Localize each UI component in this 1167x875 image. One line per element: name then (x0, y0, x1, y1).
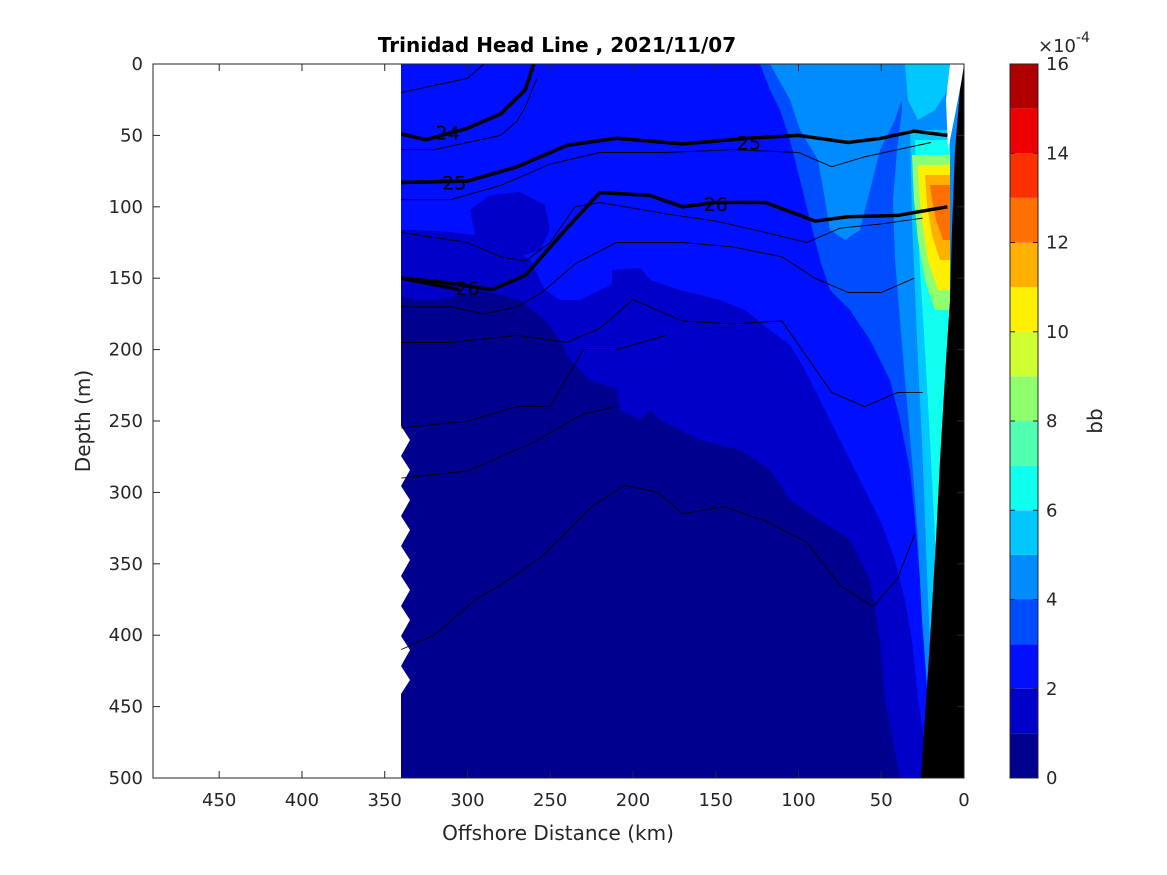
colorbar-tick-label-3: 6 (1046, 500, 1057, 521)
contour-label-4: 26 (455, 278, 479, 300)
y-tick-label-7: 350 (109, 554, 143, 575)
x-tick-label-1: 400 (285, 790, 319, 811)
y-tick-label-1: 50 (120, 125, 143, 146)
colorbar-tick-label-7: 14 (1046, 143, 1069, 164)
y-tick-label-10: 500 (109, 768, 143, 789)
density-contour-1 (401, 129, 948, 185)
thin-contour-0 (401, 64, 485, 94)
y-tick-label-8: 400 (109, 625, 143, 646)
colorbar-level-4 (1010, 554, 1038, 600)
colorbar-level-6 (1010, 465, 1038, 511)
y-tick-label-9: 450 (109, 697, 143, 718)
y-tick-label-4: 200 (109, 340, 143, 361)
x-tick-label-6: 150 (699, 790, 733, 811)
colorbar-exponent: ×10-4 (1038, 30, 1090, 57)
thin-contour-5 (401, 299, 923, 408)
colorbar-level-3 (1010, 599, 1038, 645)
thin-contour-1 (401, 78, 538, 151)
colorbar: 0 2 4 6 8 10 12 14 16 (1009, 54, 1069, 789)
bathymetry-gap (946, 64, 964, 150)
x-tick-label-8: 50 (870, 790, 893, 811)
field-level-12 (930, 185, 950, 240)
thin-contour-7 (401, 406, 617, 479)
colorbar-level-5 (1010, 510, 1038, 555)
colorbar-exponent-power: -4 (1076, 30, 1090, 46)
thin-contour-8 (401, 484, 915, 650)
x-tick-label-7: 100 (781, 790, 815, 811)
contour-labels: 24 25 25 26 26 (436, 123, 761, 301)
colorbar-level-15 (1010, 64, 1038, 109)
colorbar-tick-label-5: 10 (1046, 322, 1069, 343)
plot-area: 24 25 25 26 26 (152, 63, 965, 779)
y-tick-label-5: 250 (109, 411, 143, 432)
y-axis-title: Depth (m) (71, 370, 95, 472)
chart-title: Trinidad Head Line , 2021/11/07 (378, 33, 736, 57)
y-tick-label-3: 150 (109, 268, 143, 289)
contour-label-1: 25 (737, 133, 761, 155)
x-axis: 450 400 350 300 250 200 150 100 50 0 (202, 64, 970, 811)
contour-label-3: 26 (704, 194, 728, 216)
y-axis: 0 50 100 150 200 250 300 350 400 450 500 (109, 54, 964, 789)
colorbar-level-0 (1010, 733, 1038, 778)
x-axis-title: Offshore Distance (km) (442, 821, 674, 845)
x-tick-label-3: 300 (450, 790, 484, 811)
density-contour-3 (401, 190, 948, 292)
colorbar-title: bb (1083, 408, 1107, 433)
x-tick-label-2: 350 (368, 790, 402, 811)
field-dark-blob (470, 192, 550, 258)
colorbar-level-10 (1010, 287, 1038, 332)
colorbar-tick-label-1: 2 (1046, 679, 1057, 700)
colorbar-level-2 (1010, 644, 1038, 689)
colorbar-tick-label-6: 12 (1046, 233, 1069, 254)
x-tick-label-0: 450 (202, 790, 236, 811)
colorbar-level-7 (1010, 421, 1038, 466)
density-contour-4 (400, 276, 460, 292)
thin-contour-4 (401, 242, 915, 315)
colorbar-exponent-base: ×10 (1038, 36, 1076, 57)
y-tick-label-2: 100 (109, 197, 143, 218)
thin-contour-3 (401, 202, 923, 262)
x-tick-label-4: 250 (533, 790, 567, 811)
thin-contour-2 (401, 142, 931, 201)
colorbar-level-12 (1010, 197, 1038, 243)
density-contour-0 (400, 64, 536, 142)
density-contour-2 (401, 179, 451, 185)
colorbar-level-13 (1010, 153, 1038, 198)
field-level-4 (770, 64, 905, 240)
contour-label-0: 24 (436, 123, 460, 145)
colorbar-level-11 (1010, 242, 1038, 288)
colorbar-level-9 (1010, 331, 1038, 377)
colorbar-level-8 (1010, 376, 1038, 421)
thin-contour-6 (401, 334, 667, 429)
bathymetry (921, 64, 964, 778)
field-level-5 (905, 64, 950, 120)
x-tick-label-9: 0 (958, 790, 969, 811)
contour-label-2: 25 (442, 173, 466, 195)
y-tick-label-6: 300 (109, 482, 143, 503)
contours (400, 64, 948, 650)
colorbar-tick-label-4: 8 (1046, 411, 1057, 432)
colorbar-tick-label-8: 16 (1046, 54, 1069, 75)
y-tick-label-0: 0 (132, 54, 143, 75)
colorbar-level-14 (1010, 108, 1038, 154)
colorbar-level-1 (1010, 688, 1038, 734)
colorbar-tick-label-2: 4 (1046, 590, 1057, 611)
colorbar-tick-label-0: 0 (1046, 768, 1057, 789)
x-tick-label-5: 200 (616, 790, 650, 811)
